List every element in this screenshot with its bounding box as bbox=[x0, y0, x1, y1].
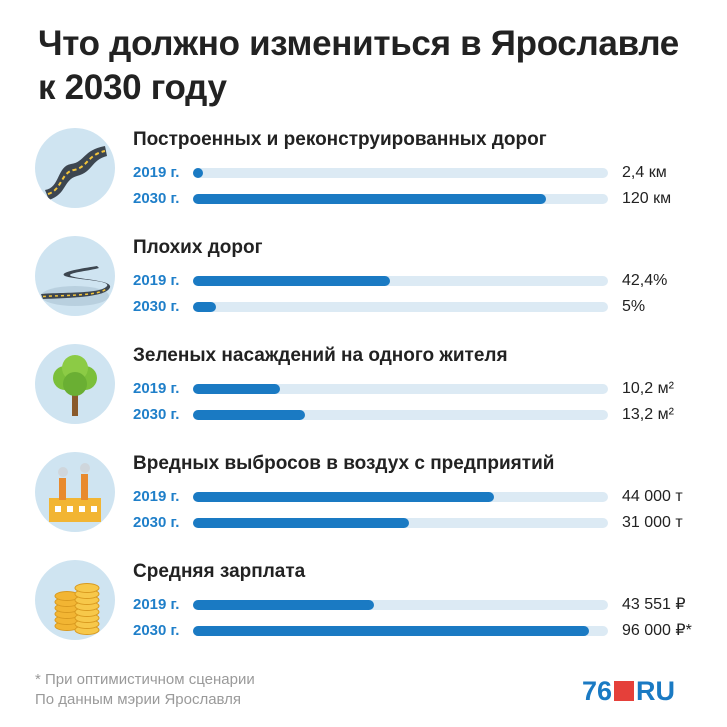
bar-fill bbox=[193, 410, 305, 420]
year-label: 2030 г. bbox=[133, 622, 180, 639]
chart-group: Средняя зарплата 2019 г. 43 551 ₽ 2030 г. 96… bbox=[0, 560, 727, 660]
year-label: 2019 г. bbox=[133, 272, 180, 289]
chart-group: Плохих дорог 2019 г. 42,4% 2030 г. 5% bbox=[0, 236, 727, 336]
page-title: Что должно измениться в Ярославле к 2030… bbox=[38, 22, 718, 110]
bar-track bbox=[193, 410, 608, 420]
bar-row: 2030 г. 13,2 м² bbox=[133, 404, 713, 426]
bar-row: 2019 г. 2,4 км bbox=[133, 162, 713, 184]
bar-value: 96 000 ₽* bbox=[622, 622, 692, 639]
bar-value: 42,4% bbox=[622, 272, 668, 289]
title-line-1: Что должно измениться в Ярославле bbox=[38, 24, 679, 63]
bar-track bbox=[193, 518, 608, 528]
year-label: 2030 г. bbox=[133, 406, 180, 423]
bar-value: 31 000 т bbox=[622, 514, 683, 531]
year-label: 2019 г. bbox=[133, 380, 180, 397]
bar-fill bbox=[193, 626, 589, 636]
bar-row: 2030 г. 120 км bbox=[133, 188, 713, 210]
bar-value: 13,2 м² bbox=[622, 406, 674, 423]
bar-value: 120 км bbox=[622, 190, 672, 207]
logo-number: 76 bbox=[582, 676, 613, 706]
title-line-2: к 2030 году bbox=[38, 68, 227, 107]
bar-fill bbox=[193, 518, 409, 528]
bar-row: 2030 г. 5% bbox=[133, 296, 713, 318]
bar-value: 44 000 т bbox=[622, 488, 683, 505]
winding-road-icon bbox=[35, 236, 115, 316]
brand-logo: 76 RU bbox=[582, 676, 675, 706]
logo-red-block bbox=[614, 681, 635, 701]
bar-fill bbox=[193, 384, 280, 394]
group-title: Вредных выбросов в воздух с предприятий bbox=[133, 453, 555, 474]
bar-row: 2019 г. 10,2 м² bbox=[133, 378, 713, 400]
bar-row: 2019 г. 42,4% bbox=[133, 270, 713, 292]
bar-fill bbox=[193, 492, 494, 502]
bar-track bbox=[193, 492, 608, 502]
bar-track bbox=[193, 302, 608, 312]
year-label: 2030 г. bbox=[133, 298, 180, 315]
bar-track bbox=[193, 626, 608, 636]
bar-value: 2,4 км bbox=[622, 164, 667, 181]
bar-track bbox=[193, 194, 608, 204]
bar-row: 2030 г. 96 000 ₽* bbox=[133, 620, 713, 642]
chart-group: Построенных и реконструированных дорог 20… bbox=[0, 128, 727, 228]
chart-group: Зеленых насаждений на одного жителя 2019 … bbox=[0, 344, 727, 444]
year-label: 2030 г. bbox=[133, 514, 180, 531]
chart-group: Вредных выбросов в воздух с предприятий 2… bbox=[0, 452, 727, 552]
bar-fill bbox=[193, 302, 216, 312]
group-title: Плохих дорог bbox=[133, 237, 263, 258]
footer: * При оптимистичном сценарии По данным м… bbox=[35, 670, 255, 710]
road-icon bbox=[35, 128, 115, 208]
bar-value: 5% bbox=[622, 298, 646, 315]
tree-icon bbox=[35, 344, 115, 424]
bar-fill bbox=[193, 600, 374, 610]
bar-value: 43 551 ₽ bbox=[622, 596, 686, 613]
coins-icon bbox=[35, 560, 115, 640]
bar-fill bbox=[193, 168, 203, 178]
bar-fill bbox=[193, 194, 546, 204]
year-label: 2019 г. bbox=[133, 596, 180, 613]
bar-row: 2019 г. 44 000 т bbox=[133, 486, 713, 508]
year-label: 2019 г. bbox=[133, 488, 180, 505]
bar-track bbox=[193, 276, 608, 286]
group-title: Средняя зарплата bbox=[133, 561, 306, 582]
bar-track bbox=[193, 384, 608, 394]
bar-track bbox=[193, 168, 608, 178]
bar-track bbox=[193, 600, 608, 610]
group-title: Зеленых насаждений на одного жителя bbox=[133, 345, 508, 366]
bar-fill bbox=[193, 276, 390, 286]
bar-row: 2030 г. 31 000 т bbox=[133, 512, 713, 534]
bar-value: 10,2 м² bbox=[622, 380, 674, 397]
year-label: 2030 г. bbox=[133, 190, 180, 207]
footnote: * При оптимистичном сценарии bbox=[35, 671, 255, 688]
source-note: По данным мэрии Ярославля bbox=[35, 691, 242, 708]
logo-ru: RU bbox=[636, 676, 676, 706]
year-label: 2019 г. bbox=[133, 164, 180, 181]
bar-row: 2019 г. 43 551 ₽ bbox=[133, 594, 713, 616]
factory-icon bbox=[35, 452, 115, 532]
group-title: Построенных и реконструированных дорог bbox=[133, 129, 547, 150]
